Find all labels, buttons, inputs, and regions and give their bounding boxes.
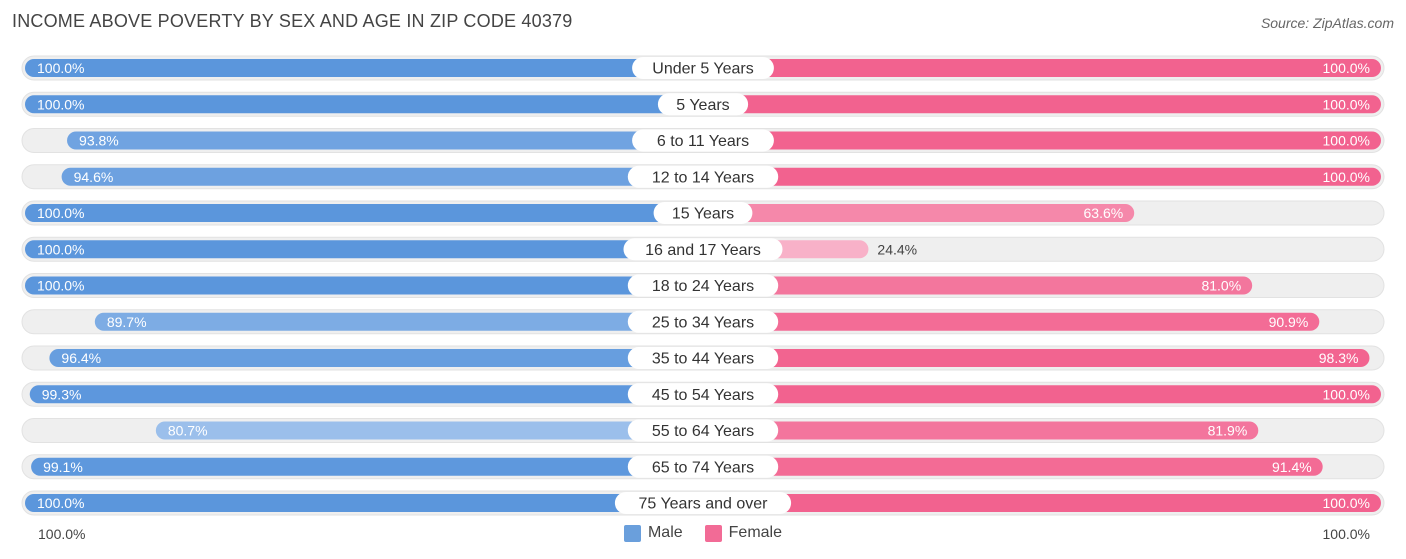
category-label: 75 Years and over: [639, 496, 769, 513]
bar-male: [25, 494, 703, 512]
bar-label-female: 91.4%: [1272, 459, 1312, 475]
category-label: 55 to 64 Years: [652, 423, 754, 440]
bar-male: [61, 167, 703, 186]
category-pill: [623, 238, 783, 261]
category-pill: [627, 165, 779, 188]
bar-female: [703, 95, 1381, 114]
bar-female: [703, 312, 1320, 331]
bar-label-male: 100.0%: [37, 241, 84, 257]
category-label: 15 Years: [672, 206, 734, 223]
bar-label-male: 100.0%: [37, 205, 84, 221]
bar-female: [703, 494, 1381, 512]
category-pill: [627, 383, 779, 406]
bar-label-female: 100.0%: [1323, 386, 1370, 402]
bar-male: [155, 421, 703, 440]
bar-label-male: 96.4%: [61, 350, 101, 366]
legend-item-male: Male: [623, 524, 683, 542]
bar-label-female: 63.6%: [1084, 205, 1124, 221]
category-label: 65 to 74 Years: [652, 459, 754, 476]
bar-female: [703, 167, 1381, 186]
bar-label-female: 100.0%: [1323, 60, 1370, 76]
bar-label-female: 100.0%: [1323, 133, 1370, 149]
axis-left-label: 100.0%: [38, 526, 86, 542]
category-label: 16 and 17 Years: [645, 242, 761, 259]
male-swatch: [623, 524, 641, 542]
category-pill: [627, 310, 779, 333]
category-label: 6 to 11 Years: [657, 133, 749, 150]
legend-item-female: Female: [704, 524, 783, 542]
bar-label-male: 100.0%: [37, 278, 84, 294]
bar-male: [94, 312, 704, 331]
category-label: 12 to 14 Years: [652, 169, 754, 186]
bar-male: [29, 385, 704, 404]
bar-female: [703, 59, 1381, 77]
bar-female: [703, 349, 1370, 367]
category-pill: [657, 93, 749, 116]
bar-male: [25, 204, 703, 222]
legend: Male Female: [0, 524, 1406, 542]
bar-female: [703, 131, 1381, 150]
category-label: 45 to 54 Years: [652, 387, 754, 404]
bar-male: [25, 59, 703, 77]
bar-female: [703, 276, 1253, 295]
bar-female: [703, 204, 1135, 222]
bar-label-male: 93.8%: [79, 133, 119, 149]
bar-label-male: 89.7%: [107, 314, 147, 330]
bar-label-male: 80.7%: [168, 423, 208, 439]
bar-chart: 100.0% 100.0% Under 5 Years 100.0% 100.0% 5 Y…: [21, 55, 1385, 516]
category-pill: [632, 129, 774, 152]
bar-male: [31, 457, 704, 476]
bar-label-female: 98.3%: [1319, 350, 1359, 366]
category-label: Under 5 Years: [652, 61, 753, 78]
category-label: 35 to 44 Years: [652, 351, 754, 368]
bar-label-male: 99.3%: [42, 386, 82, 402]
chart-title: INCOME ABOVE POVERTY BY SEX AND AGE IN Z…: [12, 11, 573, 31]
bar-label-male: 99.1%: [43, 459, 83, 475]
bar-female: [703, 421, 1259, 440]
bar-label-female: 100.0%: [1323, 169, 1370, 185]
bar-label-female: 100.0%: [1323, 495, 1370, 511]
bar-label-male: 100.0%: [37, 60, 84, 76]
category-pill: [653, 202, 753, 224]
bar-male: [25, 95, 703, 114]
bar-male: [25, 276, 703, 295]
bar-label-female: 90.9%: [1269, 314, 1309, 330]
bar-label-male: 94.6%: [74, 169, 114, 185]
category-pill: [614, 492, 792, 514]
bar-label-female: 24.4%: [877, 241, 917, 257]
bar-label-female: 100.0%: [1323, 96, 1370, 112]
legend-label-female: Female: [728, 524, 783, 541]
source-note: Source: ZipAtlas.com: [1260, 15, 1394, 31]
category-pill: [627, 347, 779, 369]
category-label: 25 to 34 Years: [652, 314, 754, 331]
bar-male: [49, 349, 703, 367]
category-pill: [627, 419, 779, 442]
bar-female: [703, 385, 1381, 404]
bar-label-female: 81.0%: [1201, 278, 1241, 294]
category-pill: [627, 455, 779, 478]
bar-label-female: 81.9%: [1208, 423, 1248, 439]
bar-label-male: 100.0%: [37, 96, 84, 112]
axis-right-label: 100.0%: [1322, 526, 1370, 542]
bar-label-male: 100.0%: [37, 495, 84, 511]
legend-label-male: Male: [647, 524, 683, 541]
female-swatch: [704, 524, 722, 542]
category-pill: [632, 57, 774, 79]
bar-male: [25, 240, 703, 259]
category-pill: [627, 274, 779, 297]
category-label: 18 to 24 Years: [652, 278, 754, 295]
category-label: 5 Years: [676, 97, 729, 114]
bar-female: [703, 457, 1323, 476]
bar-male: [67, 131, 703, 150]
